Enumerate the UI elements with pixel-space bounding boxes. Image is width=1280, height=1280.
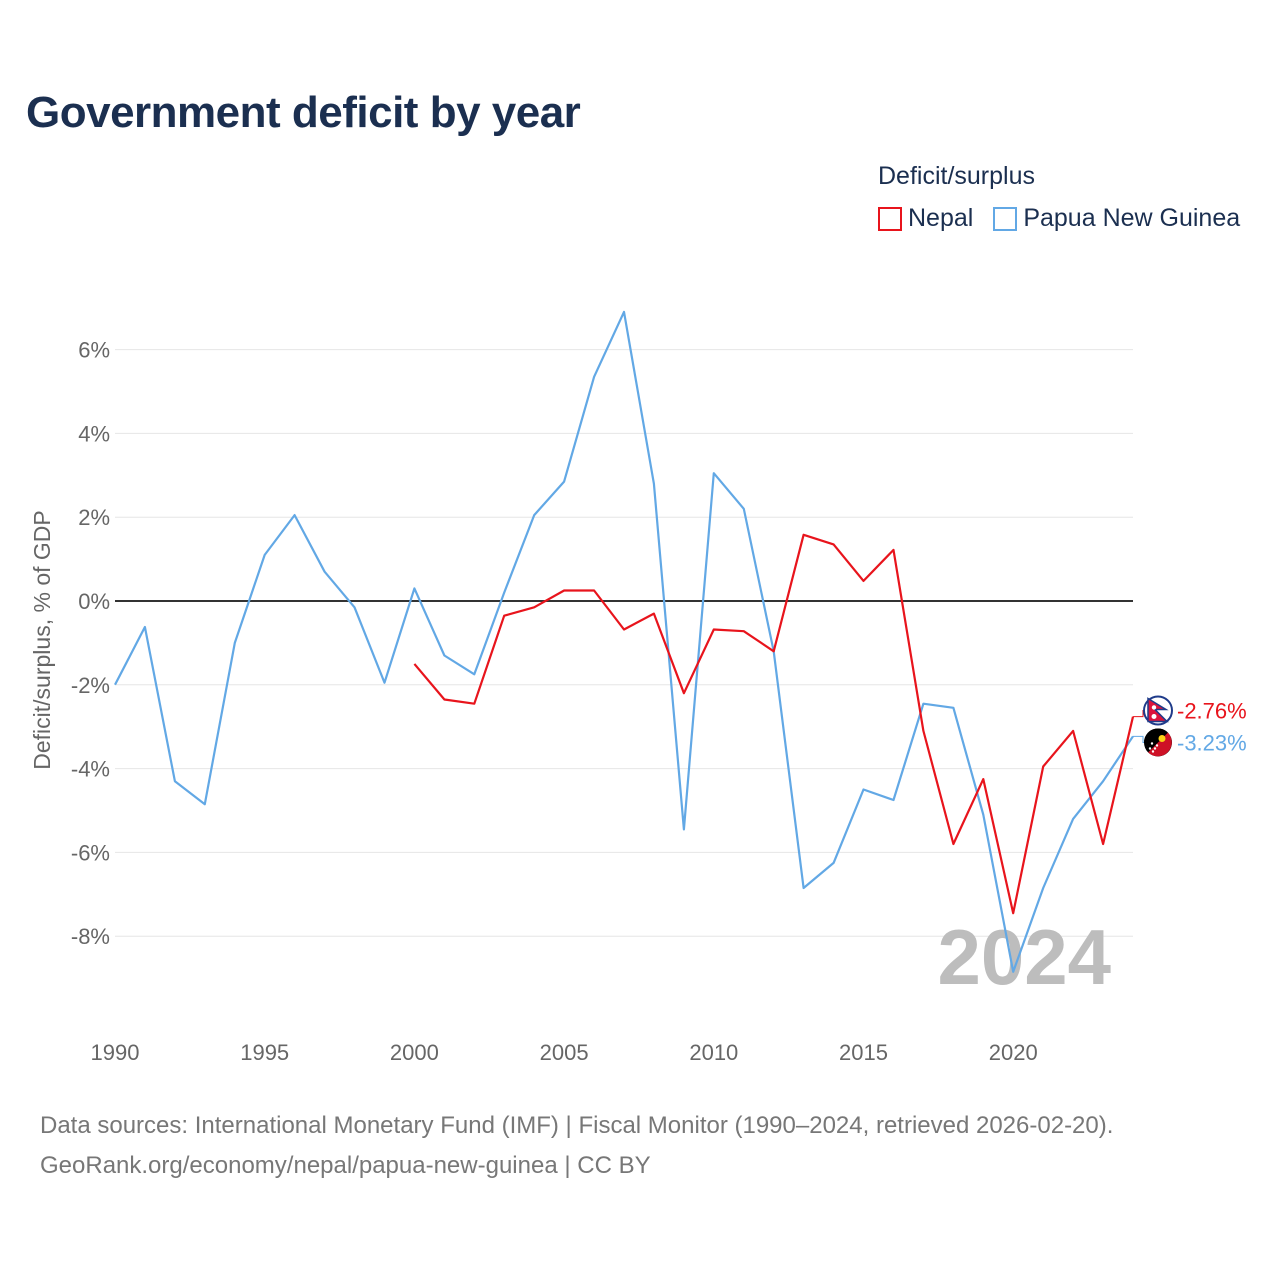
y-tick-label: -4% bbox=[71, 757, 110, 782]
x-tick-label: 1995 bbox=[240, 1040, 289, 1065]
legend-swatch-papua-new-guinea bbox=[993, 206, 1018, 231]
y-tick-label: -2% bbox=[71, 673, 110, 698]
y-tick-label: 2% bbox=[78, 505, 110, 530]
end-label-nepal: -2.76% bbox=[1177, 698, 1247, 723]
footer-sources: Data sources: International Monetary Fun… bbox=[40, 1112, 1114, 1139]
legend-label-nepal: Nepal bbox=[908, 204, 974, 232]
y-tick-label: 6% bbox=[78, 338, 110, 363]
x-tick-label: 2010 bbox=[689, 1040, 738, 1065]
legend-item-nepal[interactable]: Nepal bbox=[878, 204, 973, 233]
y-tick-label: -6% bbox=[71, 840, 110, 865]
legend-swatch-nepal bbox=[878, 206, 902, 231]
x-tick-label: 2020 bbox=[989, 1040, 1038, 1065]
x-axis-ticks: 1990 1995 2000 2005 2010 2015 2020 bbox=[91, 1040, 1038, 1065]
end-label-papua-new-guinea: -3.23% bbox=[1177, 730, 1247, 755]
series-line-nepal[interactable] bbox=[413, 533, 1135, 915]
papua-new-guinea-flag-icon bbox=[1144, 728, 1172, 757]
x-tick-label: 1990 bbox=[91, 1040, 140, 1065]
x-tick-label: 2005 bbox=[540, 1040, 589, 1065]
legend-item-papua-new-guinea[interactable]: Papua New Guinea bbox=[993, 204, 1240, 233]
legend-label-papua-new-guinea: Papua New Guinea bbox=[1023, 204, 1241, 232]
x-tick-label: 2015 bbox=[839, 1040, 888, 1065]
end-labels: -3.23% -2.76% bbox=[1133, 695, 1247, 757]
y-tick-label: 0% bbox=[78, 589, 110, 614]
y-tick-label: 4% bbox=[78, 421, 110, 446]
series-line-papua-new-guinea[interactable] bbox=[114, 310, 1134, 973]
legend-title: Deficit/surplus bbox=[878, 162, 1035, 190]
series-lines bbox=[114, 310, 1135, 973]
y-tick-label: -8% bbox=[71, 924, 110, 949]
y-axis-label: Deficit/surplus, % of GDP bbox=[29, 510, 55, 769]
footer-link: GeoRank.org/economy/nepal/papua-new-guin… bbox=[40, 1152, 651, 1179]
legend: Nepal Papua New Guinea bbox=[878, 204, 1240, 233]
gridlines bbox=[115, 349, 1133, 937]
x-tick-label: 2000 bbox=[390, 1040, 439, 1065]
footer: Data sources: International Monetary Fun… bbox=[40, 1106, 1113, 1186]
y-axis-ticks: 6% 4% 2% 0% -2% -4% -6% -8% bbox=[71, 338, 110, 950]
chart-title: Government deficit by year bbox=[26, 88, 581, 137]
nepal-flag-icon bbox=[1143, 695, 1173, 726]
year-watermark: 2024 bbox=[937, 913, 1111, 1001]
